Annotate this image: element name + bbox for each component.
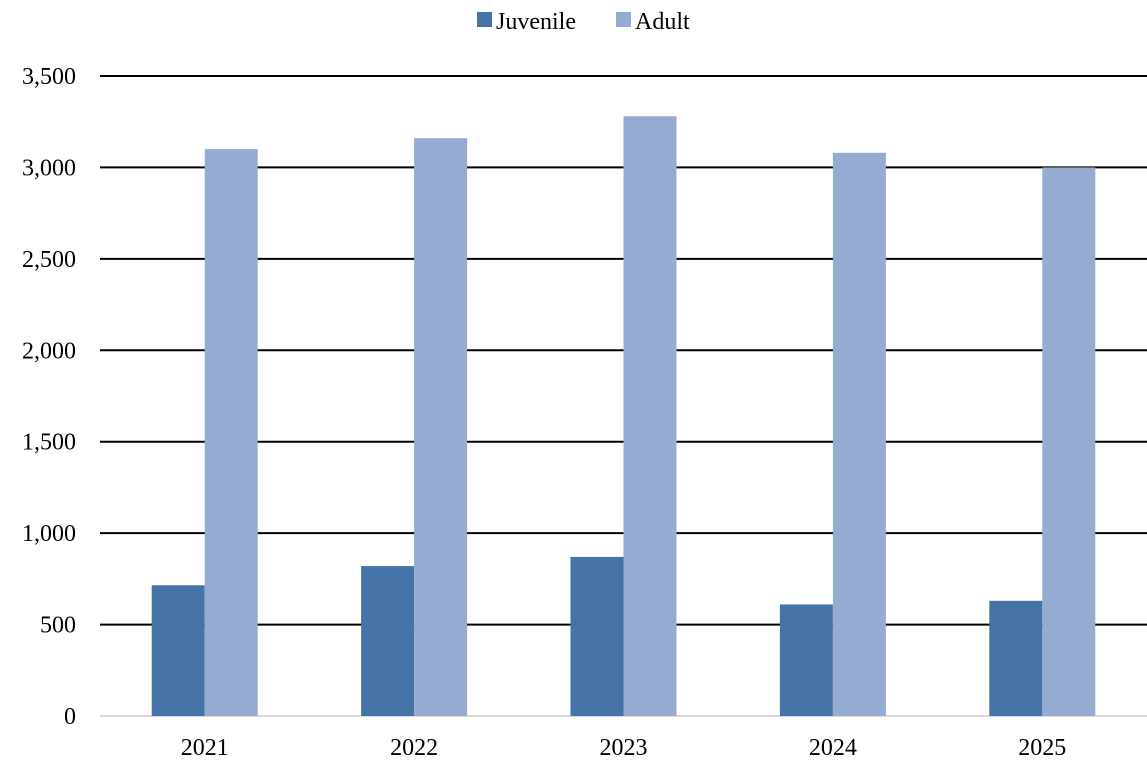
y-axis-tick-labels: 0 500 1,000 1,500 2,000 2,500 3,000 3,500	[22, 64, 76, 730]
y-tick-label: 2,000	[22, 338, 76, 364]
y-tick-label: 3,000	[22, 155, 76, 181]
y-tick-label: 2,500	[22, 247, 76, 273]
bar-juvenile-2021	[151, 585, 205, 716]
bar-adult-2024	[832, 152, 886, 717]
x-axis-tick-labels: 2021 2022 2023 2024 2025	[181, 735, 1067, 761]
legend-swatch-adult	[616, 12, 631, 27]
bars	[151, 116, 1096, 717]
bar-adult-2023	[623, 116, 677, 716]
y-tick-label: 3,500	[22, 64, 76, 90]
bar-adult-2022	[414, 138, 468, 716]
bar-juvenile-2023	[570, 556, 624, 716]
bar-adult-2025	[1042, 167, 1096, 716]
x-tick-label: 2024	[809, 735, 857, 761]
x-tick-label: 2025	[1018, 735, 1066, 761]
bar-adult-2021	[204, 149, 258, 717]
x-tick-label: 2023	[600, 735, 648, 761]
legend-label-adult: Adult	[635, 9, 690, 35]
bar-juvenile-2025	[989, 600, 1043, 716]
bar-juvenile-2022	[361, 566, 415, 716]
legend-label-juvenile: Juvenile	[496, 9, 576, 35]
legend: Juvenile Adult	[477, 9, 690, 35]
y-tick-label: 500	[40, 613, 76, 639]
y-tick-label: 1,000	[22, 521, 76, 547]
x-tick-label: 2021	[181, 735, 229, 761]
y-tick-label: 0	[64, 704, 76, 730]
bar-juvenile-2024	[779, 604, 833, 716]
x-tick-label: 2022	[390, 735, 438, 761]
y-tick-label: 1,500	[22, 430, 76, 456]
legend-swatch-juvenile	[477, 12, 492, 27]
